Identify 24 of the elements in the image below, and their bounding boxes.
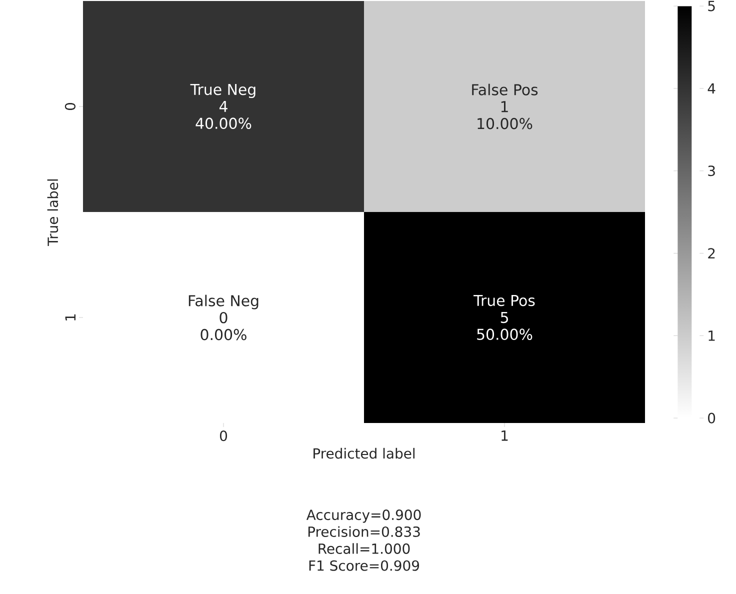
- color-bar-label: 5: [708, 0, 715, 12]
- text: Accuracy=0.900: [306, 510, 421, 523]
- text: 40.00%: [196, 118, 252, 129]
- color-bar-label: 4: [708, 83, 716, 94]
- color-bar-label: 2: [708, 248, 715, 258]
- text: F1 Score=0.909: [309, 560, 420, 571]
- text: 50.00%: [477, 328, 532, 340]
- text: 0: [220, 312, 228, 324]
- text: 0.00%: [200, 328, 246, 340]
- text: 5: [500, 312, 508, 324]
- text: True Pos: [474, 295, 535, 306]
- color-bar-label: 1: [708, 330, 715, 341]
- text: Recall=1.000: [318, 543, 410, 554]
- text: 10.00%: [478, 118, 532, 130]
- x-axis-title: Predicted label: [314, 448, 415, 459]
- color-bar-label: 3: [708, 166, 715, 176]
- text: 1: [501, 101, 508, 112]
- text: Precision=0.833: [308, 526, 420, 538]
- y-axis-title: True label: [47, 179, 58, 246]
- text: False Pos: [472, 84, 538, 96]
- color-bar-label: 0: [708, 412, 716, 424]
- text: False Neg: [188, 294, 258, 310]
- text: 4: [219, 100, 228, 112]
- text: True Neg: [190, 84, 256, 98]
